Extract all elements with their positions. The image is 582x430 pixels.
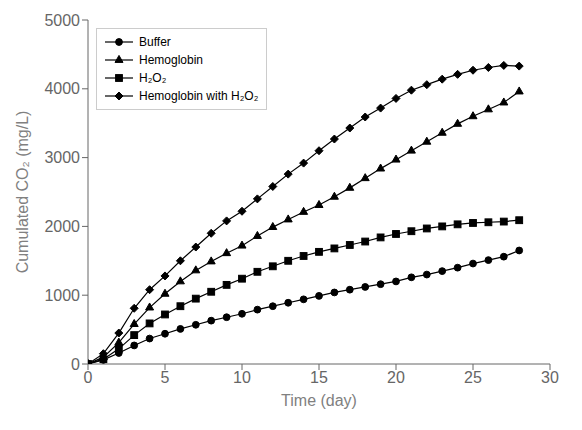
svg-text:2000: 2000 [44,218,80,235]
svg-text:15: 15 [310,369,328,386]
svg-text:0: 0 [71,356,80,373]
html-text:Buffer: Buffer [139,35,171,49]
svg-text:25: 25 [464,369,482,386]
html-text:H₂O₂: H₂O₂ [139,71,167,85]
svg-text:30: 30 [541,369,559,386]
html-text:Hemoglobin: Hemoglobin [139,53,203,67]
svg-text:3000: 3000 [44,149,80,166]
svg-text:1000: 1000 [44,287,80,304]
svg-text:5000: 5000 [44,12,80,29]
svg-text:0: 0 [84,369,93,386]
svg-text:20: 20 [387,369,405,386]
svg-text:Cumulated CO₂ (mg/L): Cumulated CO₂ (mg/L) [14,111,31,274]
html-text:Hemoglobin with H₂O₂: Hemoglobin with H₂O₂ [139,89,259,103]
svg-text:5: 5 [161,369,170,386]
svg-text:4000: 4000 [44,80,80,97]
svg-text:10: 10 [233,369,251,386]
svg-text:Time (day): Time (day) [281,392,357,409]
